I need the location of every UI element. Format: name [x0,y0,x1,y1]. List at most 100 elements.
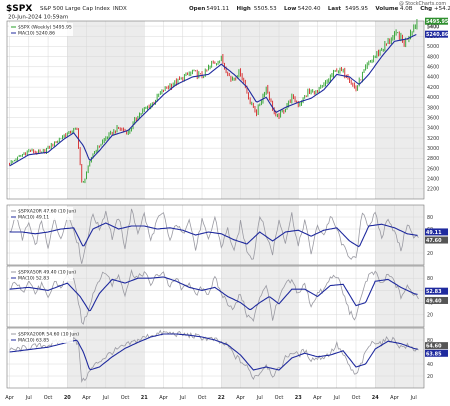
quote-high-value: 5505.53 [254,6,277,12]
panel-pct-above-20: 20406080$SPXA20R 47.60 (10 Jun)MA(10) 49… [6,204,448,266]
value-tag [425,236,448,244]
x-tick-label: Oct [198,395,207,401]
y-tick-label: 3000 [427,146,439,152]
chart-panels: 2200 2400 2600 2800 3000 3200 3400 3600 3800 4000… [6,17,449,389]
panel-pct-above-50: 20406080$SPXA50R 49.40 (10 Jun)MA(10) 52… [6,265,448,328]
ma-line [9,333,418,371]
y-tick-label: 4000 [427,95,439,101]
legend-box [9,330,73,343]
y-tick-label: 4800 [427,54,439,60]
year-shading [375,328,424,388]
x-tick-label: 20 [64,395,71,401]
quote-date: 20-Jun-2024 10:59am [8,15,68,21]
legend-box [9,23,73,36]
year-shading [375,21,424,199]
y-tick-label: 20 [427,374,433,380]
quote-low-label: Low [284,6,296,12]
x-tick-label: Jul [256,395,263,401]
x-tick-label: Jul [410,395,417,401]
quote-row: Open 5491.11 High 5505.53 Low 5420.40 Last 5495… [189,6,450,12]
legend-ma-label: MA(10) 52.83 [18,276,49,282]
value-tag [425,30,448,38]
legend-ma-label: MA(10) 63.85 [18,338,49,344]
x-tick-label: 23 [295,395,302,401]
value-tag [425,296,448,304]
value-tag [425,287,448,295]
quote-volume-label: Volume [375,6,398,12]
panel-border [6,327,425,389]
indicator-line [9,268,419,325]
panel-border [6,204,425,266]
y-tick-label: 4600 [427,65,439,71]
y-tick-label: 3800 [427,105,439,111]
quote-open-label: Open [189,6,205,12]
y-tick-label: 2200 [427,187,439,193]
y-tick-label: 20 [427,251,433,257]
quote-last-value: 5495.95 [345,6,368,12]
x-tick-label: 22 [218,395,225,401]
value-tag-label: 5240.86 [426,32,449,38]
quote-open-value: 5491.11 [206,6,229,12]
y-tick-label: 3600 [427,115,439,121]
x-tick-label: Apr [5,395,15,401]
y-tick-label: 2600 [427,166,439,172]
legend-ma-label: MA(10) 5240.86 [18,31,55,37]
panel-price: 2200 2400 2600 2800 3000 3200 3400 3600 3800 4000… [6,17,449,200]
value-tag [425,228,448,236]
value-tag-label: 52.83 [426,289,442,295]
y-tick-label: 2800 [427,156,439,162]
panel-legend: $SPXA50R 49.40 (10 Jun)MA(10) 52.83 [9,268,76,282]
value-tag-label: 64.60 [426,344,442,350]
x-axis: Apr Jul Oct 20 Apr Jul Oct 21 Apr Jul Oct 22 Apr Jul O… [5,395,417,401]
y-tick-label: 5000 [427,44,439,50]
value-tag-label: 49.40 [426,298,442,304]
legend-series-label: $SPXA50R 49.40 (10 Jun) [18,270,76,276]
legend-series-label: $SPXA20R 47.60 (10 Jun) [18,209,76,215]
x-tick-label: Oct [44,395,53,401]
panel-pct-above-200: 20406080$SPXA200R 54.60 (10 Jun)MA(10) 6… [6,327,448,389]
x-tick-label: Oct [352,395,361,401]
legend-ma-label: MA(10) 49.11 [18,215,49,221]
y-tick-label: 20 [427,313,433,319]
ticker-symbol: $SPX [6,4,32,14]
value-tag [425,342,448,350]
y-tick-label: 80 [427,276,433,282]
x-tick-label: Apr [390,395,400,401]
x-tick-label: 24 [372,395,379,401]
x-tick-label: Apr [82,395,92,401]
value-tag-label: 63.85 [426,351,442,357]
ma-line [9,34,417,167]
x-tick-label: Jul [25,395,32,401]
indicator-line [9,208,419,264]
x-tick-label: Apr [159,395,169,401]
index-name: S&P 500 Large Cap Index [40,6,111,12]
quote-chg-label: Chg [420,6,432,12]
panel-border [6,265,425,328]
y-tick-label: 40 [427,362,433,368]
x-tick-label: Jul [102,395,109,401]
x-tick-label: Apr [236,395,246,401]
x-tick-label: Jul [179,395,186,401]
ma-line [9,222,418,248]
quote-low-value: 5420.40 [298,6,321,12]
value-tag-label: 47.60 [426,238,442,244]
legend-box [9,268,73,281]
value-tag-label: 49.11 [426,230,442,236]
x-tick-label: 21 [141,395,148,401]
y-tick-label: 80 [427,215,433,221]
exchange-label: INDX [113,6,127,12]
y-tick-label: 4200 [427,85,439,91]
value-tag [425,349,448,357]
y-tick-label: 5400 [427,24,439,30]
panel-legend: $SPXA20R 47.60 (10 Jun)MA(10) 49.11 [9,207,76,221]
y-tick-label: 3400 [427,126,439,132]
x-tick-label: Apr [313,395,323,401]
legend-series-label: $SPXA200R 54.60 (10 Jun) [18,332,79,338]
panel-border [6,20,425,200]
ma-line [9,276,418,312]
x-tick-label: Jul [333,395,340,401]
quote-last-label: Last [328,6,341,12]
x-tick-label: Oct [121,395,130,401]
